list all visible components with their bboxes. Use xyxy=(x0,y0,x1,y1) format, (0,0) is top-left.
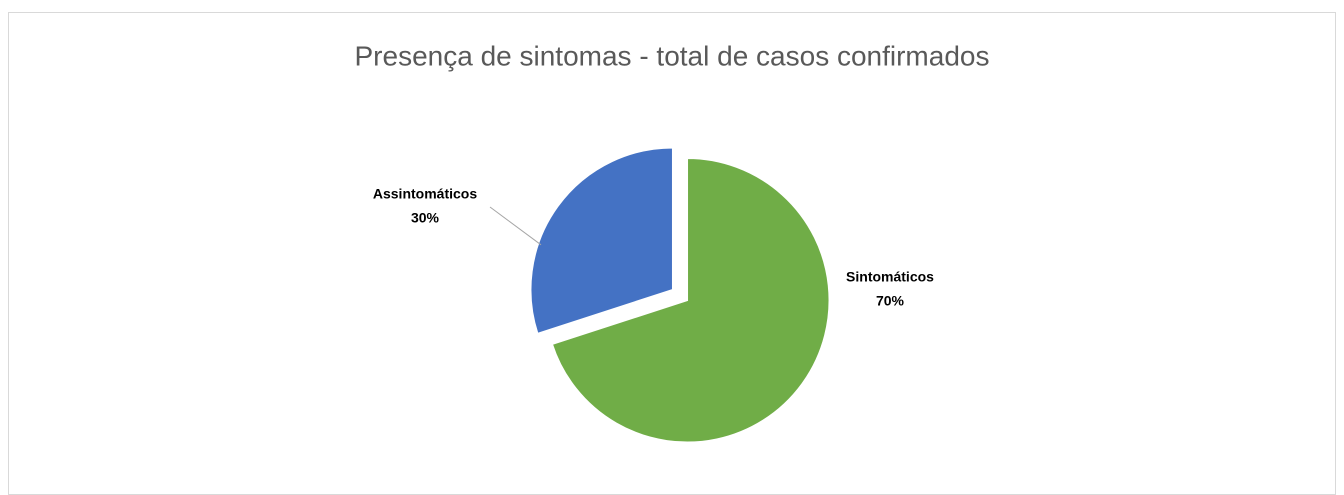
pie-slice xyxy=(530,146,674,335)
leader-line xyxy=(489,206,542,246)
slice-label: Assintomáticos xyxy=(373,186,477,202)
slice-value-label: 30% xyxy=(411,210,440,226)
slice-label: Sintomáticos xyxy=(846,269,934,285)
pie-slice xyxy=(551,157,830,444)
chart-title: Presença de sintomas - total de casos co… xyxy=(355,40,990,71)
slice-value-label: 70% xyxy=(876,293,905,309)
